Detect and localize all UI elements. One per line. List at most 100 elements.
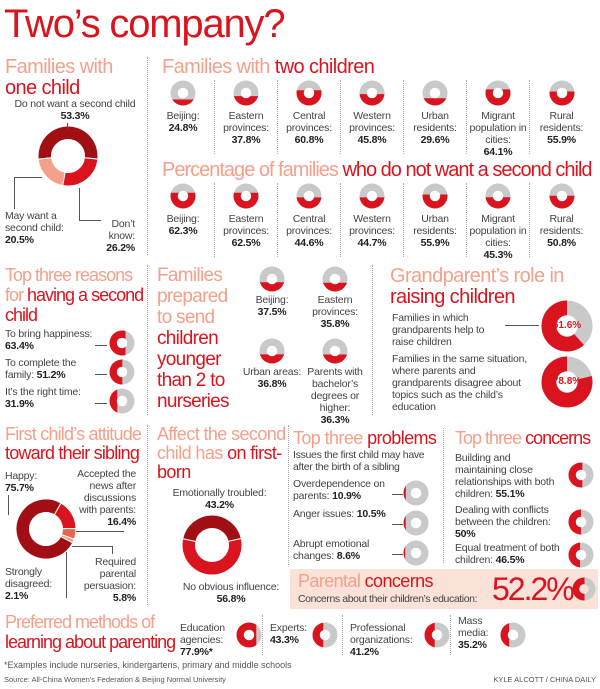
no-second-heading: Percentage of families who do not want a… <box>162 159 593 181</box>
problem-text: Overdependence on parents: 10.9% <box>293 478 391 502</box>
value: 51.2% <box>36 369 66 381</box>
region-label: Central provinces: <box>286 110 332 134</box>
value: 26.2% <box>106 242 135 254</box>
value: 43.2% <box>205 499 234 511</box>
region-item: Central provinces: 60.8% <box>278 80 341 154</box>
heading-part: Grandparent’s role in <box>390 265 564 287</box>
first-born-donut <box>181 514 243 576</box>
grandparents-heading: Grandparent’s role in raising children <box>390 266 600 308</box>
gauge-fill <box>109 359 123 385</box>
value: 46.5% <box>495 554 525 566</box>
heading-part: Preferred methods of <box>5 612 155 632</box>
value: 63.4% <box>5 340 34 352</box>
heading-part: raising children <box>390 286 516 308</box>
region-value: 55.9% <box>420 237 450 249</box>
region-item: Central provinces: 44.6% <box>278 183 341 257</box>
gauge-fill <box>233 96 259 106</box>
label: Professional organizations: <box>350 622 413 646</box>
label: To complete the family: <box>5 357 77 381</box>
region-item: Eastern provinces: 37.8% <box>215 80 278 154</box>
gauge-fill <box>172 99 194 106</box>
pie-slice <box>62 157 99 187</box>
heading-part: problems <box>367 428 437 448</box>
gauge-fill <box>359 94 385 106</box>
pie-slice <box>37 125 99 160</box>
gauge-chart <box>549 80 574 106</box>
gauge-chart <box>322 338 348 364</box>
gauge-chart <box>170 80 196 106</box>
gauge-fill <box>296 90 322 106</box>
label: Building and maintaining close relations… <box>455 452 555 500</box>
dont-know-label: Don’t know: 26.2% <box>88 218 135 254</box>
region-value: 55.9% <box>547 134 576 146</box>
heading-part: Families with <box>162 56 275 78</box>
gauge-fill <box>568 509 581 535</box>
region-label: Rural residents: <box>539 213 584 237</box>
heading-part: Percentage of families <box>162 159 343 181</box>
region-value: 50.8% <box>547 237 576 249</box>
pie-slice <box>15 498 74 560</box>
value: 31.9% <box>5 398 34 410</box>
label: Strongly disagreed: <box>5 566 53 590</box>
value: 16.4% <box>107 516 136 528</box>
gauge-fill <box>170 192 196 209</box>
label: Accepted the news after discussions with… <box>77 468 136 516</box>
reason-item: To bring happiness: 63.4% <box>5 328 145 356</box>
may-want-label: May want a second child: 20.5% <box>5 210 65 246</box>
gauge-fill <box>312 622 324 648</box>
accepted-label: Accepted the news after discussions with… <box>70 468 136 528</box>
heading-part: having a second child <box>5 285 144 325</box>
concern-text: Building and maintaining close relations… <box>455 452 564 500</box>
region-label: Central provinces: <box>286 213 332 237</box>
heading-part: Families prepared to send <box>157 265 228 328</box>
gauge-chart <box>541 300 593 352</box>
region-label: Beijing: <box>166 213 200 225</box>
value: 50% <box>455 528 476 540</box>
heading-part: two children <box>274 56 375 78</box>
gauge-chart <box>236 622 262 648</box>
nursery-item: Beijing: 37.5% <box>239 266 305 318</box>
gauge-fill <box>260 354 284 364</box>
region-value: 44.6% <box>294 237 324 249</box>
heading-part: Affect the second child has <box>157 424 286 463</box>
label: Required parental persuasion: <box>83 556 136 592</box>
label: Experts: <box>270 622 307 634</box>
grandparent-text: Families in which grandparents help to r… <box>392 312 485 348</box>
label: May want a second child: <box>5 210 64 234</box>
label: Abrupt emotional changes: <box>293 538 370 562</box>
region-item: Beijing: 24.8% <box>152 80 215 154</box>
reason-text: To bring happiness: 63.4% <box>5 328 95 352</box>
grandparent-text: Families in the same situation, where pa… <box>392 353 528 413</box>
label: Overdependence on parents: <box>293 478 385 502</box>
method-text: Mass media: 35.2% <box>458 615 497 651</box>
gauge-fill <box>403 546 406 560</box>
reason-text: To complete the family: 51.2% <box>5 357 95 381</box>
sibling-donut <box>15 498 77 560</box>
heading-part: Top three <box>293 428 368 448</box>
heading-part: toward their sibling <box>5 443 140 463</box>
gauge-chart <box>109 359 135 385</box>
gauge-chart <box>403 540 429 566</box>
region-value: 64.1% <box>483 146 513 158</box>
heading-part: Parental <box>298 571 365 591</box>
two-children-heading: Families with two children <box>162 56 375 78</box>
gauge-chart <box>485 80 511 106</box>
gauge-fill <box>485 89 511 106</box>
gauge-chart <box>485 183 511 209</box>
region-item: Rural residents: 50.8% <box>530 183 593 257</box>
value: 43.3% <box>270 634 299 646</box>
heading-part: learning about parenting <box>5 632 176 652</box>
first-born-heading: Affect the second child has on first-bor… <box>157 425 287 482</box>
gauge-chart <box>500 622 526 648</box>
region-label: Rural residents: <box>539 110 584 134</box>
gauge-chart <box>422 183 448 209</box>
gauge-fill <box>296 197 322 209</box>
label: Don’t know: <box>108 218 136 242</box>
credit: KYLE ALCOTT / CHINA DAILY <box>493 675 596 684</box>
problems-heading: Top three problems <box>293 428 437 449</box>
gauge-fill <box>236 622 257 648</box>
value: 56.8% <box>216 593 246 605</box>
gauge-track <box>403 510 429 536</box>
problem-item: Abrupt emotional changes: 8.6% <box>293 538 438 566</box>
one-child-donut <box>37 125 99 187</box>
